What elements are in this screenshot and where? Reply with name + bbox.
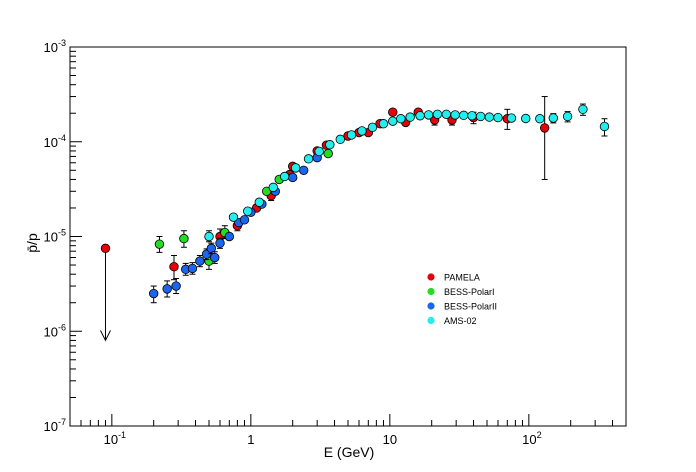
data-point (378, 119, 389, 129)
data-point (325, 140, 335, 150)
data-point (441, 109, 452, 119)
data-point (303, 154, 314, 164)
series-pamela (169, 96, 550, 281)
series-ams-02 (204, 103, 610, 243)
data-point (467, 111, 477, 121)
y-axis-ticks (70, 46, 82, 427)
legend-label: BESS-PolarII (444, 302, 497, 312)
data-point (562, 111, 573, 122)
data-point (239, 215, 250, 225)
data-series (148, 96, 610, 304)
legend-label: BESS-PolarI (444, 287, 495, 297)
x-tick-label: 102 (522, 430, 541, 447)
data-point (162, 284, 172, 294)
legend-marker (427, 287, 435, 296)
data-point (405, 112, 415, 122)
data-point (268, 182, 278, 193)
data-point (187, 263, 198, 274)
data-point (323, 148, 333, 159)
data-point (279, 171, 290, 182)
data-point (599, 121, 610, 132)
data-point (548, 113, 559, 123)
data-point (228, 212, 239, 222)
data-point (287, 172, 298, 183)
data-point (195, 256, 205, 266)
data-point (535, 114, 545, 124)
legend: PAMELA BESS-PolarI BESS-PolarII AMS-02 (427, 273, 497, 326)
data-point (290, 163, 301, 173)
x-axis-ticks (69, 414, 627, 426)
data-point (432, 109, 443, 119)
upper-limit-point (100, 243, 111, 254)
data-point (243, 206, 253, 216)
data-point (388, 107, 398, 117)
x-axis-label: E (GeV) (324, 444, 375, 460)
data-point (388, 116, 398, 126)
y-tick-label: 10-4 (44, 133, 66, 150)
data-point (215, 238, 225, 248)
x-tick-label: 10 (383, 432, 397, 447)
data-point (459, 110, 469, 121)
data-point (367, 122, 378, 133)
y-axis-tick-labels: 10-7 10-6 10-5 10-4 10-3 (44, 38, 66, 434)
data-point (171, 281, 181, 291)
legend-label: AMS-02 (444, 316, 477, 326)
data-point (154, 239, 165, 249)
data-point (314, 146, 324, 157)
y-axis-label: p̄/p (24, 233, 40, 253)
upper-limit-arrowhead (100, 330, 111, 342)
data-point (423, 110, 434, 120)
series-bess-polarii (148, 152, 322, 304)
y-tick-label: 10-6 (44, 322, 66, 339)
data-point (169, 262, 179, 272)
data-point (475, 111, 486, 122)
data-point (148, 288, 159, 299)
data-point (539, 123, 550, 133)
legend-marker (427, 273, 435, 281)
legend-marker (427, 316, 435, 325)
data-point (493, 112, 503, 123)
y-tick-label: 10-3 (44, 38, 66, 55)
data-point (484, 112, 495, 122)
data-point (254, 197, 264, 207)
data-point (450, 110, 460, 120)
data-point (357, 126, 367, 136)
upper-limit-arrow (100, 243, 111, 342)
data-point (224, 231, 235, 242)
data-point (521, 113, 531, 124)
x-tick-label: 1 (247, 432, 254, 447)
data-point (179, 233, 189, 244)
legend-marker (427, 302, 435, 310)
data-point (210, 252, 220, 263)
y-tick-label: 10-7 (44, 417, 66, 434)
legend-label: PAMELA (444, 273, 480, 283)
data-point (415, 111, 425, 121)
data-point (506, 113, 517, 123)
data-point (206, 243, 217, 254)
plot-frame (69, 46, 627, 427)
y-tick-label: 10-5 (44, 228, 66, 245)
data-point (335, 134, 345, 145)
x-axis-tick-labels: 10-1 1 10 102 (104, 430, 542, 447)
data-point (578, 104, 588, 115)
data-point (298, 165, 309, 175)
data-point (204, 231, 214, 242)
data-point (396, 114, 406, 124)
data-point (346, 130, 357, 140)
x-tick-label: 10-1 (104, 430, 126, 447)
